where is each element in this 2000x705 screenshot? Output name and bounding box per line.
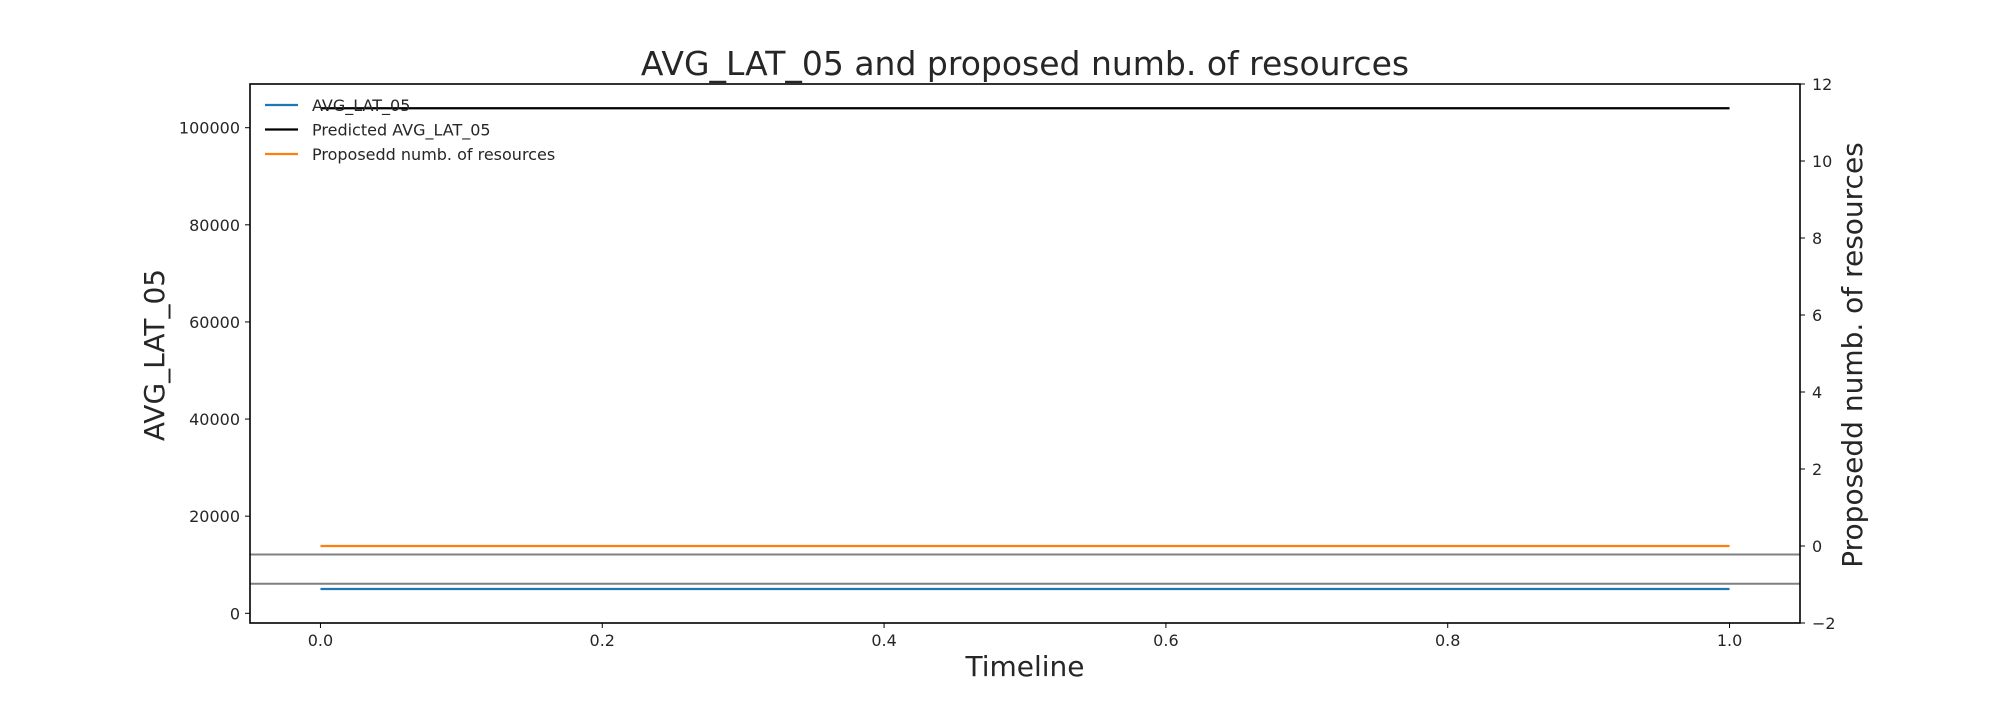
x-tick-label: 0.8: [1435, 631, 1460, 650]
y2-tick-label: 0: [1812, 537, 1822, 556]
y2-tick-label: 6: [1812, 306, 1822, 325]
chart-title: AVG_LAT_05 and proposed numb. of resourc…: [641, 44, 1409, 83]
y2-axis-title: Proposedd numb. of resources: [1836, 142, 1869, 568]
legend-label-1: AVG_LAT_05: [312, 96, 410, 116]
y-tick-label: 60000: [189, 313, 240, 332]
legend-label-3: Proposedd numb. of resources: [312, 145, 555, 164]
legend-label-2: Predicted AVG_LAT_05: [312, 121, 491, 141]
x-tick-label: 1.0: [1717, 631, 1742, 650]
plot-frame: [249, 83, 1801, 624]
x-tick-label: 0.6: [1153, 631, 1178, 650]
y2-tick-label: 4: [1812, 383, 1822, 402]
x-tick-label: 0.4: [871, 631, 896, 650]
y2-tick-label: 10: [1812, 152, 1832, 171]
y-axis-title: AVG_LAT_05: [138, 269, 171, 441]
y-tick-label: 40000: [189, 410, 240, 429]
x-tick-label: 0.0: [308, 631, 333, 650]
y-tick-label: 100000: [179, 119, 240, 138]
y-tick-label: 20000: [189, 507, 240, 526]
y2-tick-label: 2: [1812, 460, 1822, 479]
x-tick-label: 0.2: [590, 631, 615, 650]
y2-tick-label: 12: [1812, 75, 1832, 94]
y-tick-label: 0: [230, 604, 240, 623]
y-tick-label: 80000: [189, 216, 240, 235]
y2-tick-label: 8: [1812, 229, 1822, 248]
y2-tick-label: −2: [1812, 614, 1836, 633]
x-axis-title: Timeline: [964, 650, 1084, 683]
